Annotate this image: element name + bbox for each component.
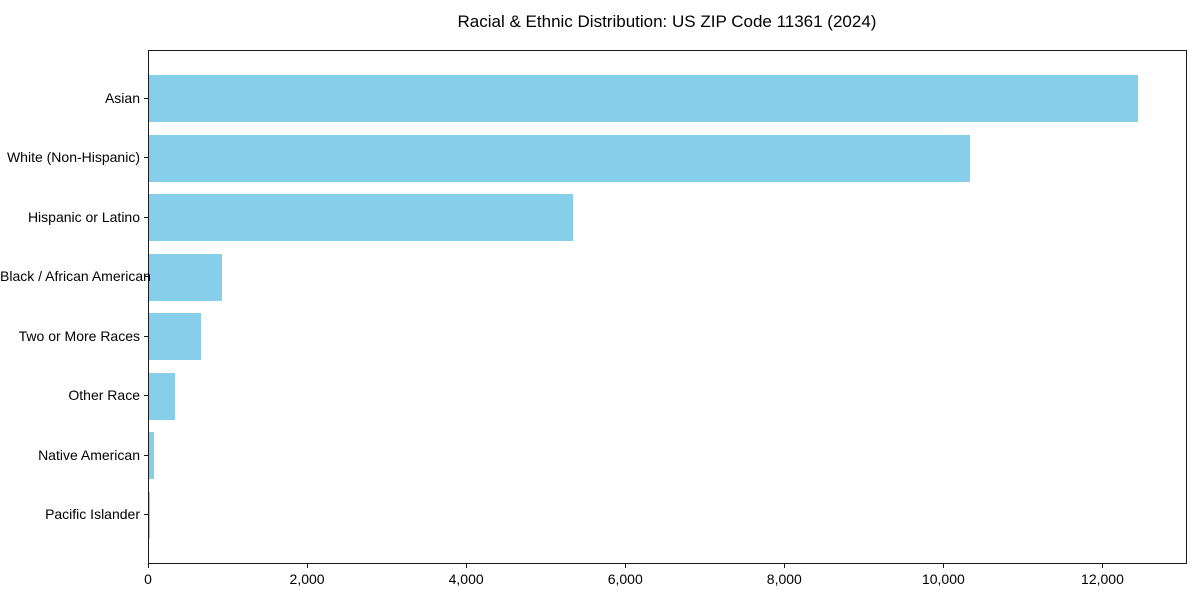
x-tick-mark [148, 564, 149, 568]
y-axis-label: White (Non-Hispanic) [6, 149, 140, 165]
y-axis-label: Two or More Races [18, 327, 140, 344]
y-axis-label: Pacific Islander [45, 506, 140, 522]
y-axis-label: Native American [38, 446, 140, 463]
y-tick-mark [144, 395, 148, 396]
x-tick-label: 6,000 [607, 571, 643, 587]
bar [149, 432, 154, 479]
y-axis-label: Other Race [68, 387, 140, 403]
x-tick-mark [307, 564, 309, 568]
x-tick-mark [943, 564, 945, 568]
bar [149, 75, 1138, 122]
x-tick-label: 4,000 [448, 571, 484, 587]
x-tick-mark [625, 564, 627, 568]
y-tick-mark [144, 454, 148, 456]
x-tick-label: 0 [144, 571, 152, 587]
chart-title: Racial & Ethnic Distribution: US ZIP Cod… [457, 12, 877, 31]
bar [149, 253, 223, 301]
bar [149, 372, 175, 420]
x-tick-mark [1102, 564, 1104, 568]
x-tick-label: 8,000 [766, 571, 802, 587]
x-tick-mark [466, 564, 468, 568]
bar [149, 194, 573, 241]
x-tick-mark [784, 564, 786, 568]
x-tick-label: 12,000 [1081, 571, 1124, 587]
y-axis-label: Black / African American [0, 268, 151, 284]
y-tick-mark [144, 514, 148, 515]
y-axis-label: Hispanic or Latino [27, 208, 140, 225]
bar [149, 134, 970, 182]
y-tick-mark [144, 276, 148, 277]
x-tick-label: 2,000 [289, 571, 325, 587]
y-tick-mark [144, 335, 148, 337]
y-tick-mark [144, 157, 148, 158]
bar [149, 313, 202, 360]
plot-area [148, 50, 1187, 564]
y-tick-mark [144, 216, 148, 218]
y-tick-mark [144, 97, 148, 99]
x-tick-label: 10,000 [921, 571, 965, 587]
y-axis-label: Asian [104, 89, 140, 106]
